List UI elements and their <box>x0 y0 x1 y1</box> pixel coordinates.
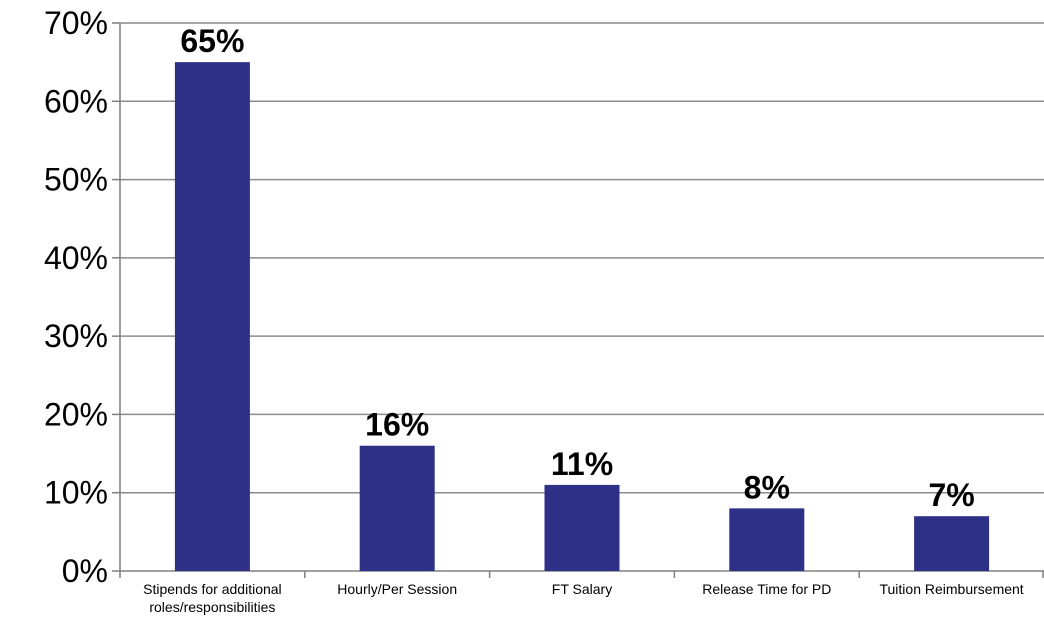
y-tick-label: 60% <box>44 83 108 119</box>
data-label: 65% <box>180 23 244 59</box>
y-tick-label: 40% <box>44 240 108 276</box>
x-axis-ticks: Stipends for additional roles/responsibil… <box>143 581 1024 615</box>
y-axis-ticks: 0% 10% 20% 30% 40% 50% 60% 70% <box>44 5 108 589</box>
bar <box>359 445 435 571</box>
data-label: 7% <box>928 477 974 513</box>
bar <box>729 508 805 571</box>
y-tick-label: 50% <box>44 162 108 198</box>
bar <box>544 484 620 571</box>
data-label: 16% <box>365 407 429 443</box>
y-tick-label: 20% <box>44 396 108 432</box>
category-label: Stipends for additional <box>143 581 282 597</box>
data-label: 8% <box>744 469 790 505</box>
y-tick-label: 0% <box>62 553 108 589</box>
gridlines <box>120 22 1044 494</box>
data-labels: 65% 16% 11% 8% 7% <box>180 23 974 513</box>
data-label: 11% <box>551 446 613 482</box>
category-label: Hourly/Per Session <box>337 581 457 597</box>
y-tick-label: 30% <box>44 318 108 354</box>
bar <box>914 516 990 571</box>
y-tick-label: 70% <box>44 5 108 41</box>
category-label: roles/responsibilities <box>149 599 275 615</box>
category-label: Release Time for PD <box>702 581 831 597</box>
category-label: Tuition Reimbursement <box>879 581 1023 597</box>
category-label: FT Salary <box>552 581 612 597</box>
bar <box>174 62 250 572</box>
bars <box>174 62 990 572</box>
y-tick-label: 10% <box>44 475 108 511</box>
